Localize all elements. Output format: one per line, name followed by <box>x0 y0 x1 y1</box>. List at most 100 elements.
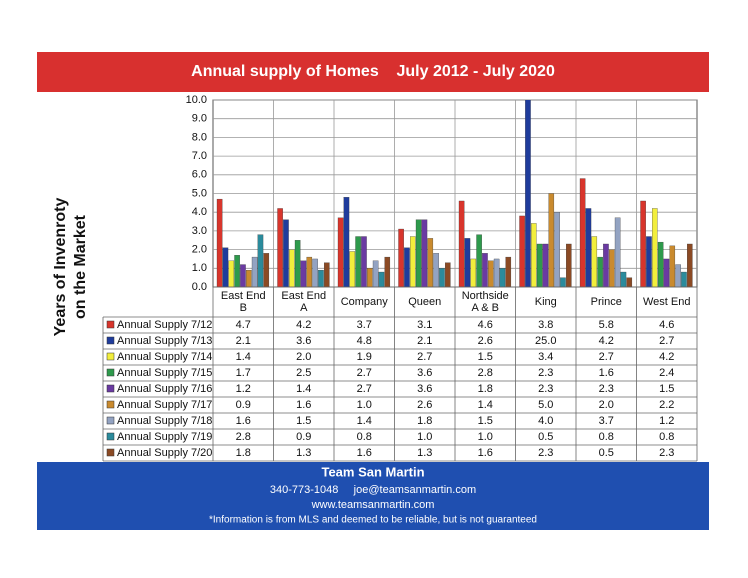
bar <box>681 271 687 287</box>
bar <box>482 253 488 287</box>
legend-swatch <box>106 448 115 457</box>
bar <box>312 258 318 287</box>
footer-website: www.teamsanmartin.com <box>311 499 435 511</box>
table-value: 3.1 <box>417 319 432 331</box>
footer-contact: 340-773-1048 joe@teamsanmartin.com <box>270 484 476 496</box>
bar <box>277 208 283 287</box>
footer-name: Team San Martin <box>321 464 424 479</box>
table-value: 2.3 <box>659 447 674 459</box>
bar <box>554 212 560 287</box>
table-value: 2.7 <box>357 367 372 379</box>
legend-swatch <box>106 432 115 441</box>
table-value: 2.8 <box>478 367 493 379</box>
bar <box>470 258 477 287</box>
y-tick-label: 3.0 <box>192 225 207 237</box>
bar <box>361 236 367 287</box>
bar <box>531 223 537 287</box>
bar <box>505 256 512 287</box>
bar <box>663 258 670 287</box>
y-label-line: Years of Invenroty <box>52 198 69 337</box>
x-tick-label: East End B <box>220 290 266 314</box>
category-cell: King <box>535 296 557 308</box>
bar <box>687 243 693 287</box>
table-value: 1.4 <box>296 383 311 395</box>
table-value: 5.8 <box>599 319 614 331</box>
bar <box>560 277 566 287</box>
table-value: 3.6 <box>417 367 432 379</box>
y-tick-label: 5.0 <box>192 187 207 199</box>
bar <box>493 258 500 287</box>
bar <box>355 236 361 287</box>
bar <box>337 217 344 287</box>
table-value: 2.0 <box>599 399 614 411</box>
x-tick-label: West End <box>643 296 691 308</box>
bar <box>609 249 615 287</box>
table-value: 4.0 <box>538 415 553 427</box>
table-value: 4.2 <box>599 335 614 347</box>
table-value: 1.6 <box>599 367 614 379</box>
table-value: 2.1 <box>417 335 432 347</box>
y-label-line: on the Market <box>72 214 89 319</box>
table-value: 1.2 <box>659 415 674 427</box>
legend-swatch <box>106 368 115 377</box>
bar <box>324 262 330 287</box>
bar <box>427 238 434 287</box>
bar <box>263 253 270 287</box>
category-cell: West End <box>643 296 691 308</box>
table-value: 25.0 <box>535 335 556 347</box>
legend-label: Annual Supply 7/14 <box>117 351 212 363</box>
bar <box>421 219 428 287</box>
bar <box>222 247 229 287</box>
table-value: 1.5 <box>478 415 493 427</box>
y-tick-label: 1.0 <box>192 262 207 274</box>
legend-label: Annual Supply 7/16 <box>117 383 212 395</box>
bar <box>367 268 373 287</box>
table-value: 2.6 <box>478 335 493 347</box>
bar <box>228 260 235 287</box>
table-value: 0.9 <box>296 431 311 443</box>
table-value: 1.5 <box>659 383 674 395</box>
table-value: 1.4 <box>478 399 493 411</box>
x-tick-label: Company <box>340 296 388 308</box>
category-cell: Queen <box>408 296 442 308</box>
bar <box>251 256 258 287</box>
bar <box>585 208 592 287</box>
table-value: 2.3 <box>538 447 553 459</box>
x-tick-label: Queen <box>408 296 442 308</box>
table-value: 2.3 <box>538 383 553 395</box>
category-cell: East End B <box>220 290 266 314</box>
bar <box>603 243 609 287</box>
chart-title: Annual supply of Homes July 2012 - July … <box>191 63 555 80</box>
table-value: 1.3 <box>296 447 311 459</box>
table-value: 1.0 <box>478 431 493 443</box>
table-value: 4.6 <box>659 319 674 331</box>
bar <box>488 260 494 287</box>
bar <box>566 243 572 287</box>
bar <box>675 264 681 287</box>
bar <box>283 219 289 287</box>
table-value: 0.8 <box>599 431 614 443</box>
y-tick-label: 2.0 <box>192 244 207 256</box>
bar <box>246 270 252 287</box>
y-tick-label: 0.0 <box>192 281 207 293</box>
table-value: 2.2 <box>659 399 674 411</box>
bar <box>415 219 422 287</box>
legend-swatch <box>106 320 115 329</box>
legend-label: Annual Supply 7/20 <box>117 447 212 459</box>
legend-label: Annual Supply 7/13 <box>117 335 212 347</box>
bar <box>404 247 410 287</box>
table-value: 2.7 <box>417 351 432 363</box>
bar <box>372 260 379 287</box>
legend-label: Annual Supply 7/19 <box>117 431 212 443</box>
table-value: 1.0 <box>357 399 372 411</box>
bar <box>626 277 633 287</box>
bar <box>410 236 416 287</box>
table-value: 3.6 <box>296 335 311 347</box>
table-value: 4.7 <box>236 319 251 331</box>
y-axis-label: Years of Invenroty on the Market <box>52 198 89 337</box>
y-tick-label: 9.0 <box>192 113 207 125</box>
bar <box>378 271 385 287</box>
table-value: 1.8 <box>478 383 493 395</box>
